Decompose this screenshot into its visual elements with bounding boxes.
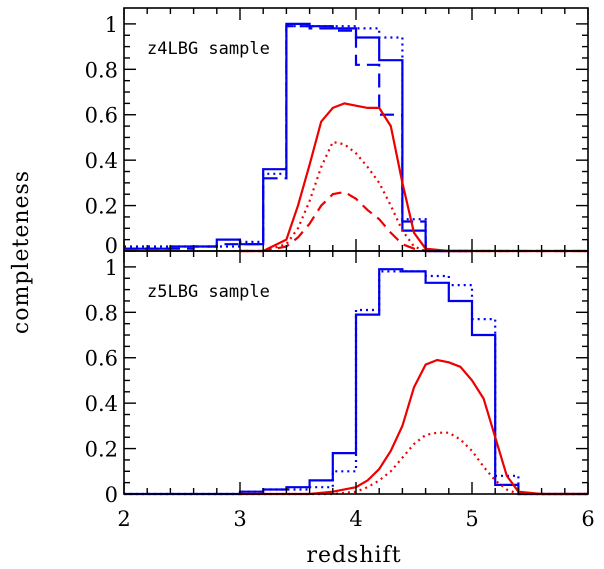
y-tick-label: 0.8 bbox=[85, 301, 118, 325]
series-blue-solid-step bbox=[124, 22, 472, 253]
y-tick-label: 0.4 bbox=[85, 392, 118, 416]
y-tick-label: 0 bbox=[105, 483, 118, 507]
series-red-solid bbox=[240, 102, 588, 253]
x-tick-label: 3 bbox=[233, 507, 246, 531]
y-tick-label: 0.2 bbox=[85, 195, 118, 219]
y-tick-label: 0.6 bbox=[85, 104, 118, 128]
series-blue-dashed-step bbox=[124, 25, 472, 253]
x-tick-label: 2 bbox=[117, 507, 130, 531]
y-tick-label: 0.4 bbox=[85, 149, 118, 173]
series-red-dashed bbox=[240, 190, 588, 253]
series-blue-dotted-step bbox=[124, 270, 588, 496]
series-red-dotted bbox=[240, 431, 588, 496]
x-tick-label: 5 bbox=[465, 507, 478, 531]
y-tick-label: 0.6 bbox=[85, 347, 118, 371]
series-red-dotted bbox=[240, 140, 588, 253]
panel-2: 0 0.2 0.4 0.6 0.8 1 z5LBG sample bbox=[85, 250, 589, 507]
x-axis-label: redshift bbox=[306, 543, 401, 568]
series-blue-dotted-step bbox=[124, 25, 472, 253]
series-red-solid bbox=[240, 358, 588, 496]
panel-1: 0 0.2 0.4 0.6 0.8 1 z4LBG sample bbox=[85, 7, 589, 258]
x-tick-label: 6 bbox=[581, 507, 594, 531]
y-tick-label: 0.8 bbox=[85, 58, 118, 82]
y-tick-label: 1 bbox=[105, 13, 118, 37]
y-tick-label: 0.2 bbox=[85, 438, 118, 462]
panel-label: z4LBG sample bbox=[147, 39, 270, 59]
y-tick-label: 0 bbox=[105, 234, 118, 258]
y-axis-label: completeness bbox=[9, 170, 34, 334]
x-tick-label: 4 bbox=[349, 507, 362, 531]
panel-label: z5LBG sample bbox=[147, 282, 270, 302]
y-tick-label: 1 bbox=[105, 256, 118, 280]
